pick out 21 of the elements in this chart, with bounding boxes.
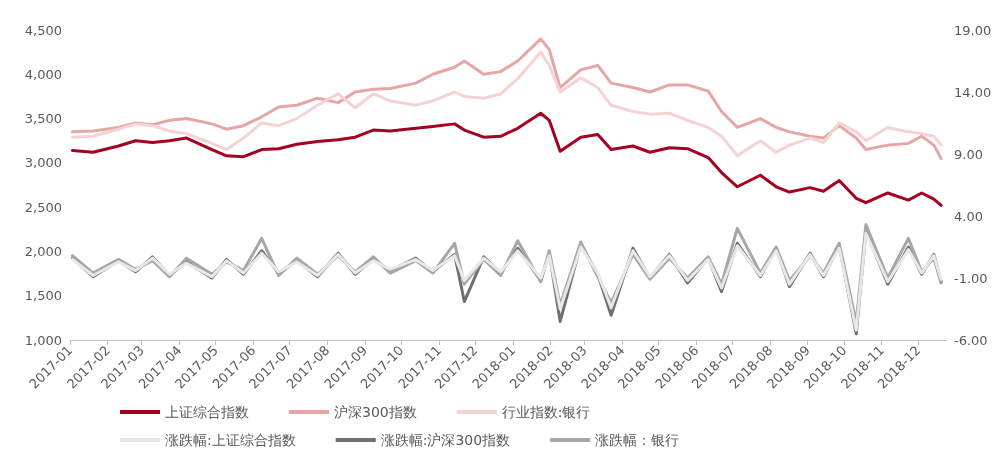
y2-tick-label: -6.00 — [954, 332, 988, 348]
y2-tick-label: -1.00 — [954, 270, 988, 286]
legend-label: 上证综合指数 — [165, 404, 249, 420]
legend-label: 涨跌幅：银行 — [595, 432, 680, 448]
y-tick-label: 1,500 — [24, 288, 62, 304]
line-series — [70, 111, 943, 207]
legend-label: 行业指数:银行 — [501, 404, 591, 420]
legend-label: 涨跌幅:上证综合指数 — [165, 432, 296, 448]
y-tick-label: 3,500 — [24, 111, 62, 127]
y-tick-label: 2,500 — [24, 199, 62, 215]
y-tick-label: 4,500 — [24, 22, 62, 38]
legend-label: 涨跌幅:沪深300指数 — [380, 432, 511, 448]
y-tick-label: 1,000 — [24, 332, 62, 348]
y2-tick-label: 14.00 — [954, 84, 992, 100]
y-tick-label: 2,000 — [24, 243, 62, 259]
legend-label: 沪深300指数 — [334, 404, 417, 420]
y2-tick-label: 9.00 — [954, 146, 983, 162]
y2-tick-label: 4.00 — [954, 208, 983, 224]
y-tick-label: 3,000 — [24, 155, 62, 171]
y2-tick-label: 19.00 — [954, 22, 992, 38]
y-tick-label: 4,000 — [24, 66, 62, 82]
